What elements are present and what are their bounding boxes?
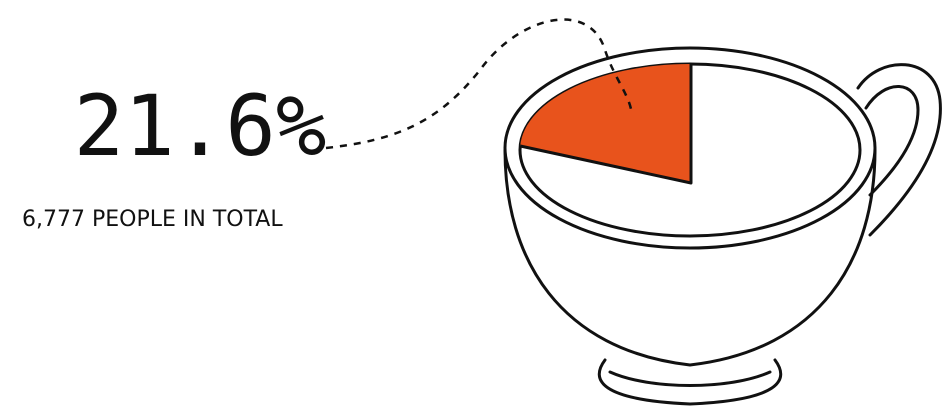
cup-foot xyxy=(597,358,783,406)
value-label: 21.6% xyxy=(74,77,327,175)
cup-body xyxy=(503,148,877,367)
connector xyxy=(325,18,634,150)
cup-handle xyxy=(856,63,942,237)
annotation: 6,777 PEOPLE IN TOTAL xyxy=(22,207,283,232)
cup-foot-line xyxy=(608,370,772,387)
pie-slice xyxy=(520,64,693,185)
cup-rim xyxy=(503,46,877,250)
pie-area xyxy=(520,64,693,185)
cup-handle-inner xyxy=(864,85,920,197)
